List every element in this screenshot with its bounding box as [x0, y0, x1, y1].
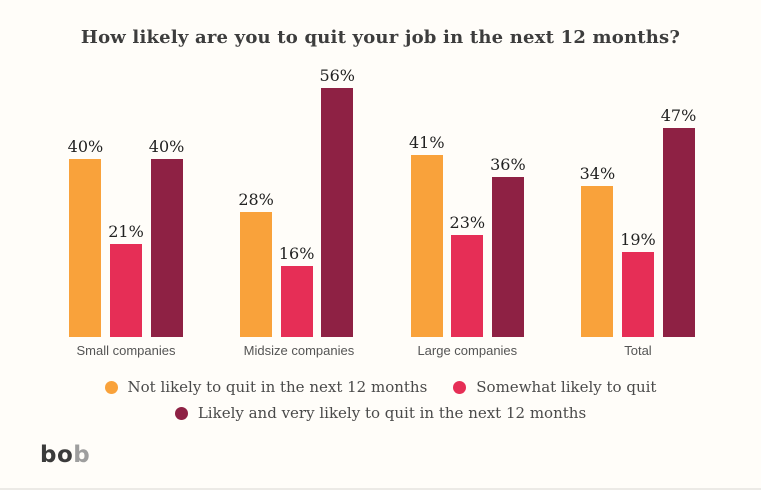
- bar: [491, 177, 524, 337]
- bar: [321, 88, 354, 337]
- bar: [410, 155, 443, 337]
- bar-cell: 36%: [490, 155, 526, 337]
- legend-item: Somewhat likely to quit: [453, 378, 656, 396]
- legend-label: Not likely to quit in the next 12 months: [127, 378, 428, 396]
- bar-value-label: 40%: [148, 137, 185, 156]
- bar-cell: 23%: [449, 213, 486, 337]
- bar-cell: 19%: [620, 230, 656, 337]
- category-label: Total: [624, 343, 652, 358]
- bob-logo-light-part: b: [73, 442, 91, 468]
- bar-chart: 40% 21% 40% Small companies 28% 16% 56% Midsize…: [0, 62, 761, 358]
- legend-row: Likely and very likely to quit in the ne…: [174, 404, 587, 422]
- bar-value-label: 36%: [490, 155, 526, 174]
- bar-value-label: 34%: [579, 164, 616, 183]
- bar-group-bars: 28% 16% 56%: [238, 62, 355, 337]
- bob-logo: bob: [40, 444, 90, 467]
- bar-group-bars: 40% 21% 40%: [68, 62, 184, 337]
- bar: [280, 266, 313, 337]
- bar: [662, 128, 695, 337]
- bar-cell: 47%: [660, 106, 697, 337]
- legend-color-dot-icon: [104, 380, 118, 394]
- bar-cell: 21%: [108, 222, 144, 337]
- chart-title: How likely are you to quit your job in t…: [80, 27, 681, 48]
- chart-legend: Not likely to quit in the next 12 months…: [0, 378, 761, 422]
- bar-cell: 34%: [579, 164, 616, 337]
- bar-cell: 16%: [278, 244, 315, 337]
- bar-value-label: 21%: [108, 222, 144, 241]
- bar: [240, 212, 273, 337]
- bar-group-bars: 34% 19% 47%: [580, 62, 696, 337]
- legend-color-dot-icon: [453, 380, 467, 394]
- legend-label: Somewhat likely to quit: [476, 378, 657, 396]
- bar-cell: 40%: [67, 137, 104, 337]
- bar-value-label: 16%: [278, 244, 315, 263]
- legend-item: Likely and very likely to quit in the ne…: [174, 404, 587, 422]
- bar-group: 40% 21% 40% Small companies: [68, 62, 185, 358]
- bar-cell: 28%: [238, 190, 274, 337]
- category-label: Large companies: [417, 343, 518, 358]
- bar: [110, 244, 142, 337]
- bar-cell: 40%: [148, 137, 185, 337]
- bar: [69, 159, 102, 337]
- bar-groups: 40% 21% 40% Small companies 28% 16% 56% Midsize…: [68, 62, 697, 358]
- bar-group-bars: 41% 23% 36%: [409, 62, 526, 337]
- bar-value-label: 47%: [660, 106, 697, 125]
- bar-value-label: 23%: [449, 213, 486, 232]
- bar: [621, 252, 654, 337]
- bar-value-label: 28%: [238, 190, 274, 209]
- legend-label: Likely and very likely to quit in the ne…: [197, 404, 587, 422]
- bar-value-label: 56%: [319, 66, 355, 85]
- legend-color-dot-icon: [174, 406, 188, 420]
- bar-value-label: 41%: [408, 133, 445, 152]
- category-label: Midsize companies: [243, 343, 355, 358]
- bar-group: 28% 16% 56% Midsize companies: [238, 62, 355, 358]
- bar-value-label: 40%: [67, 137, 104, 156]
- category-label: Small companies: [76, 343, 176, 358]
- bar-cell: 41%: [409, 133, 445, 337]
- bar-group: 34% 19% 47% Total: [580, 62, 697, 358]
- legend-item: Not likely to quit in the next 12 months: [104, 378, 428, 396]
- bar: [150, 159, 183, 337]
- bar: [581, 186, 614, 337]
- bar: [451, 235, 484, 337]
- bar-group: 41% 23% 36% Large companies: [409, 62, 526, 358]
- bar-value-label: 19%: [620, 230, 656, 249]
- bar-cell: 56%: [319, 66, 355, 337]
- legend-row: Not likely to quit in the next 12 months…: [104, 378, 656, 396]
- bob-logo-dark-part: bo: [40, 442, 74, 468]
